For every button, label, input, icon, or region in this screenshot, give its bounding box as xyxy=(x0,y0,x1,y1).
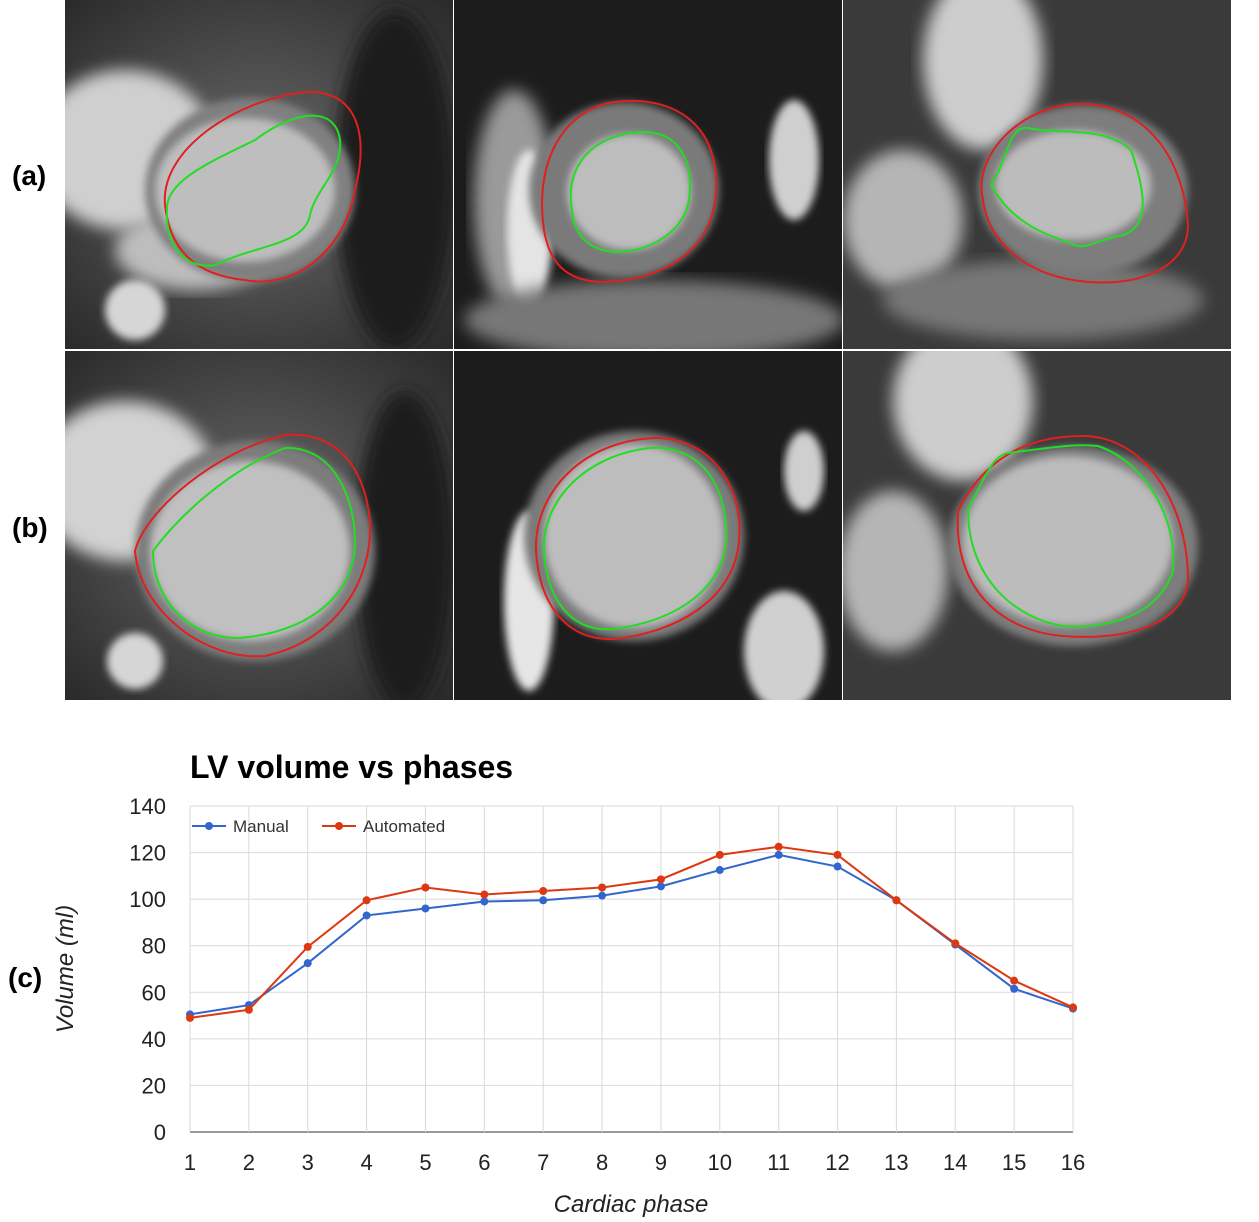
x-tick-label: 1 xyxy=(184,1150,196,1175)
mri-panel-b3 xyxy=(843,351,1231,700)
data-point xyxy=(303,959,312,968)
data-point xyxy=(715,850,724,859)
y-tick-label: 140 xyxy=(129,794,166,819)
legend-item-manual: Manual xyxy=(192,817,289,836)
mri-panel-a3 xyxy=(843,0,1231,349)
legend-label: Manual xyxy=(233,817,289,836)
x-tick-label: 2 xyxy=(243,1150,255,1175)
inner-contour xyxy=(569,130,691,254)
y-tick-label: 40 xyxy=(142,1027,166,1052)
legend-marker xyxy=(205,822,213,830)
outer-contour xyxy=(541,99,718,284)
series-line xyxy=(189,845,1074,1019)
x-tick-label: 15 xyxy=(1002,1150,1026,1175)
y-tick-label: 60 xyxy=(142,980,166,1005)
legend-item-automated: Automated xyxy=(322,817,445,836)
grid xyxy=(189,805,1074,1133)
data-point xyxy=(774,842,783,851)
x-tick-label: 14 xyxy=(943,1150,967,1175)
data-point xyxy=(656,882,665,891)
mri-panel-a2 xyxy=(454,0,842,349)
data-point xyxy=(186,1013,194,1022)
x-tick-label: 13 xyxy=(884,1150,908,1175)
x-tick-label: 4 xyxy=(360,1150,372,1175)
data-point xyxy=(1069,1003,1077,1012)
inner-contour xyxy=(165,114,342,267)
x-tick-label: 16 xyxy=(1061,1150,1085,1175)
y-tick-label: 20 xyxy=(142,1073,166,1098)
data-point xyxy=(539,896,548,905)
x-tick-label: 9 xyxy=(655,1150,667,1175)
x-tick-label: 6 xyxy=(478,1150,490,1175)
data-point xyxy=(598,891,607,900)
data-point xyxy=(362,911,371,920)
data-point xyxy=(480,897,489,906)
line-chart: LV volume vs phases 0 20 40 60 80 100 120 140 1… xyxy=(52,749,1085,1218)
mri-panel-a1 xyxy=(65,0,453,349)
x-axis-ticks: 1 2 3 4 5 6 7 8 9 10 11 12 13 14 15 16 xyxy=(184,1150,1085,1175)
outer-contour xyxy=(163,90,362,283)
outer-contour xyxy=(956,434,1190,638)
data-point xyxy=(774,850,783,859)
data-point xyxy=(833,850,842,859)
x-axis-label: Cardiac phase xyxy=(554,1191,709,1218)
legend: Manual Automated xyxy=(192,817,445,836)
data-point xyxy=(303,942,312,951)
data-point xyxy=(539,886,548,895)
x-tick-label: 10 xyxy=(708,1150,732,1175)
y-tick-label: 100 xyxy=(129,887,166,912)
x-tick-label: 5 xyxy=(419,1150,431,1175)
y-axis-label: Volume (ml) xyxy=(52,905,79,1033)
series-layer xyxy=(186,842,1077,1022)
y-tick-label: 80 xyxy=(142,934,166,959)
x-tick-label: 12 xyxy=(825,1150,849,1175)
data-point xyxy=(951,939,960,948)
data-point xyxy=(244,1005,253,1014)
x-tick-label: 3 xyxy=(302,1150,314,1175)
data-point xyxy=(892,896,901,905)
y-tick-label: 120 xyxy=(129,841,166,866)
data-point xyxy=(656,875,665,884)
data-point xyxy=(833,862,842,871)
inner-contour xyxy=(989,126,1144,248)
legend-label: Automated xyxy=(363,817,445,836)
mri-panel-b1 xyxy=(65,351,453,700)
legend-marker xyxy=(335,822,343,830)
data-point xyxy=(362,896,371,905)
data-point xyxy=(1010,976,1019,985)
row-label-c: (c) xyxy=(8,962,43,993)
x-tick-label: 11 xyxy=(767,1150,790,1175)
data-point xyxy=(421,883,430,892)
row-label-b: (b) xyxy=(12,512,48,543)
x-tick-label: 7 xyxy=(537,1150,549,1175)
data-point xyxy=(1010,984,1019,993)
x-tick-label: 8 xyxy=(596,1150,608,1175)
inner-contour xyxy=(542,446,728,631)
outer-contour xyxy=(133,433,372,658)
data-point xyxy=(421,904,430,913)
row-label-a: (a) xyxy=(12,160,47,191)
data-point xyxy=(715,866,724,875)
chart-title: LV volume vs phases xyxy=(190,749,513,785)
inner-contour xyxy=(151,446,357,640)
outer-contour xyxy=(980,102,1190,284)
series-automated xyxy=(186,842,1077,1022)
data-point xyxy=(598,883,607,892)
y-tick-label: 0 xyxy=(154,1120,166,1145)
inner-contour xyxy=(966,444,1175,628)
outer-contour xyxy=(534,436,741,641)
mri-panel-b2 xyxy=(454,351,842,700)
y-axis-ticks: 0 20 40 60 80 100 120 140 xyxy=(129,794,166,1145)
data-point xyxy=(480,890,489,899)
